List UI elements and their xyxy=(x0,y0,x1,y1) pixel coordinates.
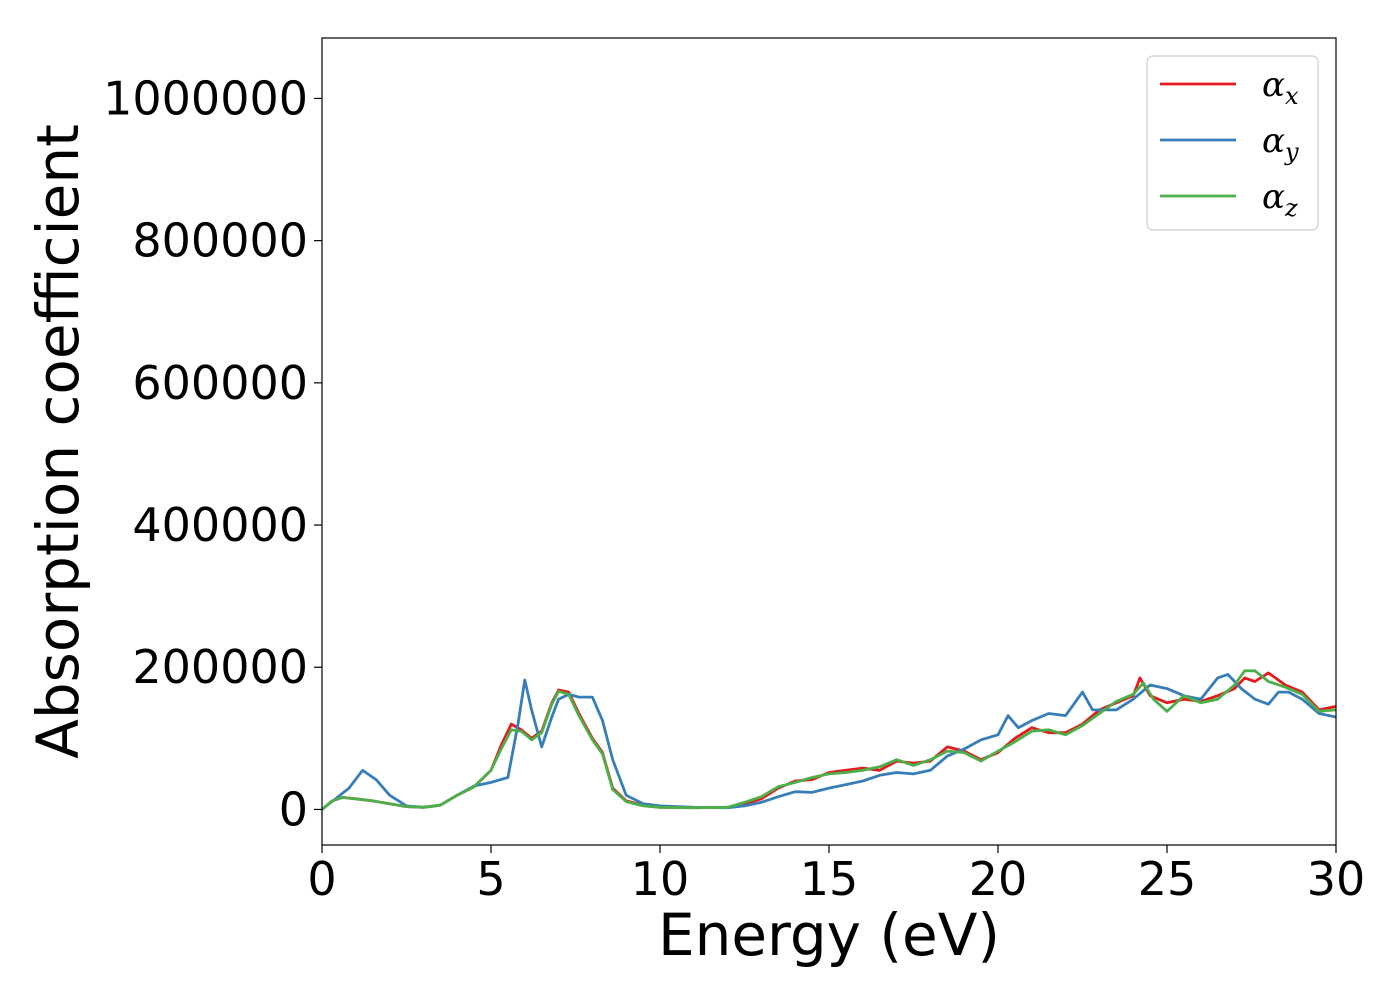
x-tick-label: 0 xyxy=(307,852,336,906)
series-layer xyxy=(322,669,1336,811)
y-tick-label: 400000 xyxy=(132,498,308,552)
x-tick-label: 15 xyxy=(800,852,859,906)
series-line-y xyxy=(322,673,1336,811)
y-tick-label: 600000 xyxy=(132,356,308,410)
y-tick-label: 800000 xyxy=(132,214,308,268)
x-tick-label: 10 xyxy=(631,852,690,906)
y-tick-label: 200000 xyxy=(132,640,308,694)
y-tick-label: 1000000 xyxy=(103,71,308,125)
legend-label-z: αz xyxy=(1262,177,1298,222)
x-tick-label: 25 xyxy=(1138,852,1197,906)
x-tick-label: 5 xyxy=(476,852,505,906)
y-tick-label: 0 xyxy=(279,782,308,836)
legend-label-x: αx xyxy=(1262,65,1299,110)
x-axis-ticks: 0 5 10 15 20 25 30 xyxy=(307,845,1365,906)
x-axis-label: Energy (eV) xyxy=(658,901,1000,969)
legend-label-y: αy xyxy=(1262,121,1299,166)
series-line-z xyxy=(322,669,1336,811)
x-tick-label: 30 xyxy=(1307,852,1366,906)
y-axis-ticks: 0 200000 400000 600000 800000 1000000 xyxy=(103,71,322,836)
legend: αx αy αz xyxy=(1146,55,1319,231)
y-axis-label: Absorption coefficient xyxy=(24,124,92,759)
x-tick-label: 20 xyxy=(969,852,1028,906)
legend-box xyxy=(1146,55,1319,231)
